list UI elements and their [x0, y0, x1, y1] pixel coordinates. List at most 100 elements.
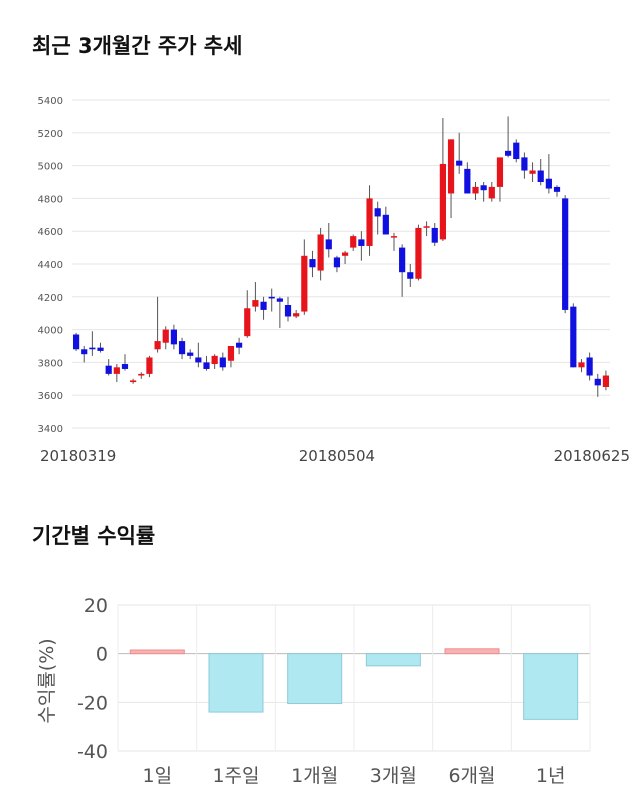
candle-body-up [366, 198, 373, 246]
returns-bar-chart: -40 -20 0 20 1일 1주일 1개월 3개월 6개월 1년 수익률(%) [36, 595, 591, 787]
y-tick-label: 20 [84, 595, 108, 617]
candle-body-up [350, 236, 357, 248]
candle-body-down [284, 305, 292, 317]
candle-body-down [594, 378, 601, 386]
x-tick-label: 1년 [536, 765, 566, 787]
candle-body-up [578, 362, 585, 368]
candle-body-down [553, 186, 561, 192]
candle-body-down [464, 168, 471, 194]
bar-4 [444, 648, 500, 655]
candle-body-down [586, 357, 593, 376]
candle-body-down [89, 347, 96, 350]
candle-body-up [496, 157, 504, 187]
candle-body-down [309, 259, 316, 268]
candle-body-down [513, 142, 520, 160]
candle-body-down [121, 364, 129, 369]
y-tick-label: 3400 [38, 424, 63, 435]
candle-body-down [407, 272, 414, 279]
candle-body-up [529, 170, 536, 174]
x-tick-label: 6개월 [448, 765, 495, 787]
candle-body-up [341, 252, 349, 256]
bar-2 [287, 653, 343, 705]
x-tick-label: 1주일 [212, 765, 259, 787]
bar-5 [523, 653, 579, 720]
candle-body-up [227, 346, 235, 361]
y-tick-label: -40 [77, 741, 108, 763]
candle-body-down [72, 334, 80, 350]
candle-body-up [113, 367, 120, 374]
candle-body-down [276, 298, 283, 302]
candle-body-down [325, 239, 332, 250]
y-tick-label: 3600 [38, 391, 63, 402]
candle-body-down [537, 170, 544, 182]
y-tick-label: 5400 [38, 96, 63, 107]
candle-body-down [570, 306, 577, 368]
candle-body-up [472, 186, 479, 194]
candle-body-down [170, 329, 177, 345]
candle-body-up [211, 355, 218, 365]
candle-body-down [260, 301, 267, 310]
candle-body-up [488, 186, 495, 199]
candle-body-up [439, 163, 446, 240]
candle-body-up [252, 300, 259, 307]
bar-3 [365, 653, 421, 667]
candle-body-down [399, 247, 406, 273]
candle-body-down [187, 352, 194, 356]
y-tick-label: -20 [77, 692, 108, 714]
x-tick-label: 1일 [143, 765, 173, 787]
candle-body-down [456, 160, 463, 166]
x-tick-label: 1개월 [291, 765, 338, 787]
candle-body-up [293, 313, 300, 317]
candle-body-down [195, 357, 202, 363]
candle-body-down [382, 214, 389, 235]
candle-body-up [447, 139, 455, 194]
candle-body-up [130, 380, 137, 383]
candle-body-down [545, 178, 552, 189]
candle-body-up [602, 375, 610, 387]
candle-body-up [301, 255, 308, 312]
candle-body-down [105, 365, 112, 374]
candle-body-down [203, 362, 210, 369]
candle-body-up [244, 308, 251, 337]
y-tick-label: 4000 [38, 326, 63, 337]
candle-body-up [415, 227, 422, 279]
candle-body-down [178, 341, 186, 355]
x-tick-label: 20180625 [554, 447, 630, 465]
y-tick-label: 4200 [38, 293, 63, 304]
x-tick-label: 20180504 [299, 447, 375, 465]
candle-body-down [358, 239, 365, 246]
y-tick-label: 4400 [38, 260, 63, 271]
y-tick-label: 0 [96, 644, 108, 666]
candle-body-up [138, 373, 145, 376]
candle-body-down [333, 257, 341, 268]
candle-body-up [146, 357, 153, 374]
candle-body-up [162, 329, 169, 343]
candlestick-chart: 3400 3600 3800 4000 4200 4400 4600 4800 5000 5200… [38, 96, 630, 465]
candle-body-down [505, 150, 512, 156]
candle-body-down [480, 185, 487, 191]
candle-body-up [154, 341, 161, 350]
candle-body-down [374, 208, 381, 217]
candle-body-up [317, 234, 324, 271]
price-trend-title: 최근 3개월간 주가 추세 [32, 34, 243, 58]
candle-body-up [423, 226, 430, 228]
y-tick-label: 4800 [38, 194, 63, 205]
candle-body-down [81, 349, 88, 355]
candle-body-up [390, 236, 398, 238]
candle-body-down [268, 296, 275, 299]
y-tick-label: 3800 [38, 358, 63, 369]
bar-1 [208, 653, 264, 713]
x-tick-label: 20180319 [40, 447, 116, 465]
y-tick-label: 5200 [38, 129, 63, 140]
candle-body-down [236, 342, 243, 348]
candle-body-down [97, 347, 104, 351]
x-tick-label: 3개월 [370, 765, 417, 787]
candle-body-down [521, 157, 528, 171]
candle-body-down [562, 198, 569, 310]
candle-body-down [219, 357, 226, 368]
y-tick-label: 5000 [38, 162, 63, 173]
candle-body-down [431, 227, 438, 243]
returns-title: 기간별 수익률 [32, 524, 156, 548]
bar-0 [129, 649, 185, 655]
y-tick-label: 4600 [38, 227, 63, 238]
